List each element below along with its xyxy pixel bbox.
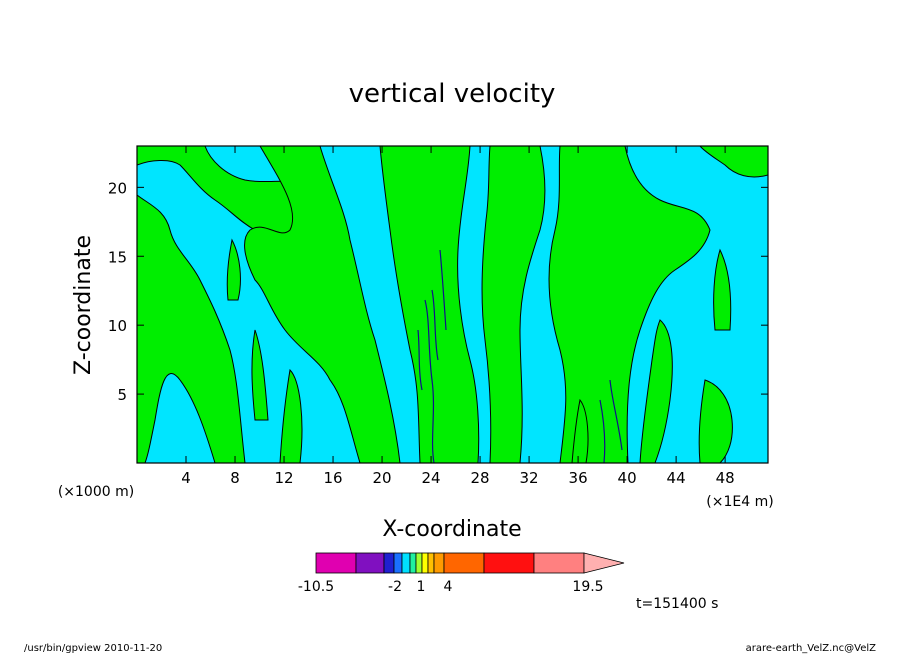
colorbar-tick-label: 4 bbox=[444, 579, 453, 595]
colorbar: -10.5 -2 1 4 19.5 bbox=[298, 552, 625, 595]
y-axis-label: Z-coordinate bbox=[71, 235, 96, 375]
footer-right: arare-earth_VelZ.nc@VelZ bbox=[746, 643, 877, 654]
colorbar-segment bbox=[427, 552, 435, 574]
colorbar-arrow bbox=[583, 552, 625, 574]
plot-frame bbox=[136, 145, 769, 464]
x-tick-label: 36 bbox=[569, 469, 588, 487]
colorbar-segment bbox=[393, 552, 403, 574]
x-tick-label: 4 bbox=[181, 469, 191, 487]
chart-title: vertical velocity bbox=[349, 79, 556, 109]
colorbar-tick-label: 1 bbox=[417, 579, 426, 595]
contour-field bbox=[137, 146, 768, 463]
x-tick-label: 40 bbox=[618, 469, 637, 487]
x-unit-left: (×1000 m) bbox=[58, 484, 134, 500]
colorbar-tick-label: -10.5 bbox=[298, 579, 334, 595]
x-tick-label: 16 bbox=[323, 469, 342, 487]
contour-region bbox=[699, 146, 768, 178]
x-tick-label: 20 bbox=[373, 469, 392, 487]
x-tick-label: 28 bbox=[471, 469, 490, 487]
contour-region bbox=[639, 319, 673, 463]
colorbar-segment bbox=[533, 552, 585, 574]
colorbar-segment bbox=[443, 552, 485, 574]
contour-lines-center bbox=[417, 249, 623, 463]
footer-left: /usr/bin/gpview 2010-11-20 bbox=[24, 643, 162, 654]
x-tick-label: 44 bbox=[667, 469, 686, 487]
colorbar-segment bbox=[383, 552, 395, 574]
y-tick-label: 15 bbox=[108, 248, 127, 266]
contour-region bbox=[698, 379, 733, 463]
y-tick-label: 10 bbox=[108, 317, 127, 335]
colorbar-segment bbox=[433, 552, 445, 574]
x-tick-label: 12 bbox=[274, 469, 293, 487]
colorbar-segment bbox=[409, 552, 417, 574]
contour-region bbox=[251, 329, 269, 421]
contour-region bbox=[379, 146, 480, 463]
contour-region bbox=[548, 146, 711, 463]
y-tick-label: 5 bbox=[117, 386, 127, 404]
colorbar-tick-label: -2 bbox=[388, 579, 402, 595]
x-unit-right: (×1E4 m) bbox=[706, 494, 773, 510]
x-tick-label: 24 bbox=[422, 469, 441, 487]
contour-region bbox=[571, 398, 589, 463]
y-tick-label: 20 bbox=[108, 179, 127, 197]
contour-region bbox=[226, 238, 241, 301]
x-tick-label: 48 bbox=[716, 469, 735, 487]
x-axis-label: X-coordinate bbox=[382, 517, 521, 542]
contour-region bbox=[713, 248, 732, 331]
colorbar-segment bbox=[315, 552, 357, 574]
time-label: t=151400 s bbox=[636, 596, 718, 612]
contour-region bbox=[244, 146, 401, 463]
colorbar-segment bbox=[415, 552, 423, 574]
colorbar-segment bbox=[355, 552, 385, 574]
colorbar-segment bbox=[401, 552, 411, 574]
colorbar-segment bbox=[421, 552, 429, 574]
colorbar-tick-label: 19.5 bbox=[572, 579, 603, 595]
colorbar-segment bbox=[483, 552, 535, 574]
contour-region bbox=[137, 194, 246, 463]
x-tick-label: 8 bbox=[230, 469, 240, 487]
contour-region bbox=[279, 368, 303, 463]
x-tick-label: 32 bbox=[520, 469, 539, 487]
